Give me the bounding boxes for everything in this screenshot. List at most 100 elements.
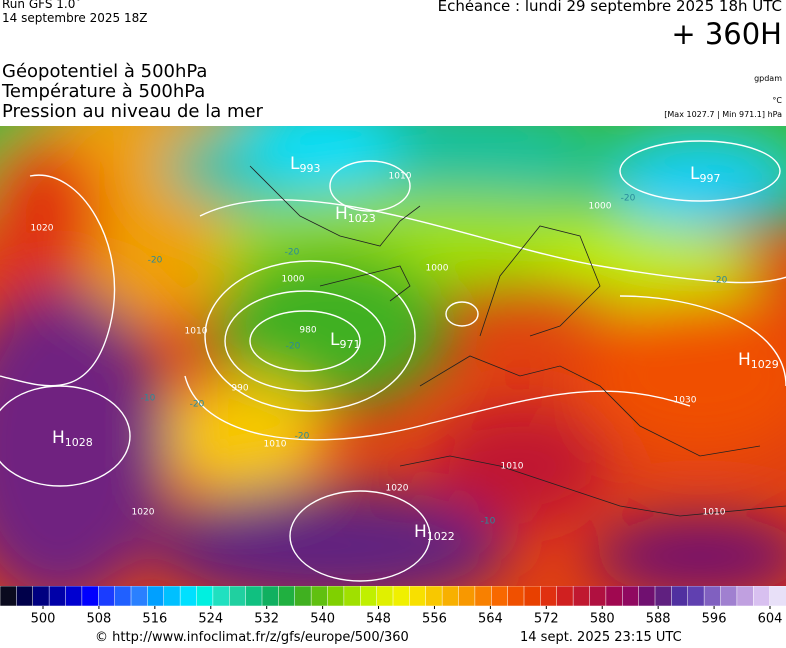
colorbar-cell (16, 586, 34, 607)
pressure-center: H1022 (414, 522, 455, 543)
colorbar-label: 596 (702, 612, 727, 627)
isobar-label: 980 (299, 326, 316, 336)
colorbar-cell (278, 586, 296, 607)
colorbar-cell (753, 586, 771, 607)
pressure-center: L971 (330, 330, 360, 351)
colorbar-cell (65, 586, 83, 607)
colorbar-cell (32, 586, 50, 607)
temp-label: -20 (621, 194, 636, 204)
isobar-label: 1010 (389, 172, 412, 182)
temp-label: -20 (286, 342, 301, 352)
isobar-label: 1000 (589, 202, 612, 212)
center-letter: L (690, 164, 700, 184)
colorbar-label: 516 (142, 612, 167, 627)
colorbar-cell (196, 586, 214, 607)
colorbar-cell (441, 586, 460, 607)
colorbar-label: 580 (590, 612, 615, 627)
colorbar-label: 572 (534, 612, 559, 627)
colorbar-cell (736, 586, 754, 607)
temp-label: -10 (481, 517, 496, 527)
center-value: 1029 (751, 358, 779, 371)
map: L993H1023L971H1028H1022H1029L99710201010… (0, 126, 786, 586)
colorbar-label: 588 (646, 612, 671, 627)
temp-label: -20 (285, 248, 300, 258)
colorbar-label: 524 (198, 612, 223, 627)
legend-line: Géopotentiel à 500hPa (2, 61, 208, 82)
colorbar-cell (556, 586, 574, 607)
colorbar-cell (671, 586, 689, 607)
lead-time: + 360H (671, 17, 782, 51)
colorbar-cell (360, 586, 378, 607)
colorbar-cell (540, 586, 558, 607)
isobar-label: 1000 (282, 275, 305, 285)
colorbar-label: 508 (87, 612, 112, 627)
temp-label: -20 (295, 432, 310, 442)
echeance: Echéance : lundi 29 septembre 2025 18h U… (437, 0, 782, 15)
colorbar-cell (261, 586, 280, 607)
colorbar-cell (130, 586, 149, 607)
isobar-label: 1020 (386, 484, 409, 494)
center-value: 993 (299, 162, 320, 175)
isobar-label: 1000 (426, 264, 449, 274)
colorbar-cell (458, 586, 476, 607)
run-date: 14 septembre 2025 18Z (2, 11, 148, 25)
center-letter: H (414, 522, 427, 542)
pressure-center: L993 (290, 154, 320, 175)
center-letter: L (330, 330, 340, 350)
center-value: 971 (339, 338, 360, 351)
isobar-label: 1010 (264, 440, 287, 450)
unit: gpdam (754, 74, 782, 83)
colorbar-cell (147, 586, 165, 607)
colorbar-cell (622, 586, 640, 607)
colorbar-cell (98, 586, 116, 607)
center-letter: L (290, 154, 300, 174)
colorbar-cell (245, 586, 263, 607)
extremes: [Max 1027.7 | Min 971.1] hPa (664, 110, 782, 119)
center-letter: H (738, 350, 751, 370)
temp-label: -20 (190, 400, 205, 410)
isobar-label: 1010 (703, 508, 726, 518)
center-value: 1028 (65, 436, 93, 449)
unit: °C (772, 96, 782, 105)
colorbar-cell (114, 586, 132, 607)
colorbar-label: 556 (422, 612, 447, 627)
colorbar-cell (720, 586, 738, 607)
colorbar-cell (81, 586, 99, 607)
colorbar-cell (687, 586, 705, 607)
colorbar-cell (229, 586, 247, 607)
footer-url: © http://www.infoclimat.fr/z/gfs/europe/… (95, 630, 409, 645)
coastlines (249, 165, 786, 517)
colorbar-cell (376, 586, 394, 607)
colorbar-cell (523, 586, 542, 607)
isobar-label: 1020 (132, 508, 155, 518)
colorbar-cell (638, 586, 656, 607)
field (0, 126, 786, 586)
colorbar-label: 532 (254, 612, 279, 627)
colorbar-cell (605, 586, 623, 607)
colorbar-label: 548 (366, 612, 391, 627)
pressure-center: H1028 (52, 428, 93, 449)
colorbar-cell (769, 586, 786, 607)
isobar-label: 1010 (185, 327, 208, 337)
pressure-center: L997 (690, 164, 720, 185)
colorbar: 500 508 516 524 532 540 548 556 564 572 580 588 596 6… (0, 586, 786, 627)
legend-line: Pression au niveau de la mer (2, 101, 263, 122)
colorbar-cell (507, 586, 525, 607)
colorbar-cell (654, 586, 673, 607)
run: Run GFS 1.0˚ (2, 0, 82, 11)
colorbar-cell (163, 586, 181, 607)
colorbar-cell (392, 586, 411, 607)
colorbar-cell (310, 586, 329, 607)
colorbar-cell (703, 586, 722, 607)
legend-line: Température à 500hPa (2, 81, 206, 102)
center-value: 1023 (348, 212, 376, 225)
colorbar-cell (589, 586, 607, 607)
center-value: 997 (699, 172, 720, 185)
center-value: 1022 (427, 530, 455, 543)
footer-date: 14 sept. 2025 23:15 UTC (520, 630, 682, 645)
temp-label: -20 (713, 276, 728, 286)
colorbar-label: 500 (31, 612, 56, 627)
colorbar-label: 564 (478, 612, 503, 627)
colorbar-cell (474, 586, 492, 607)
